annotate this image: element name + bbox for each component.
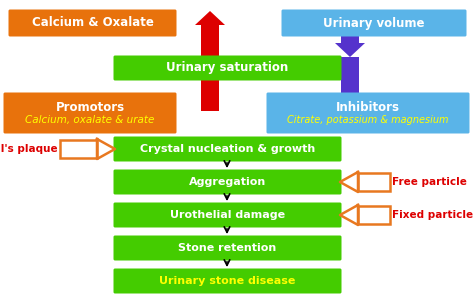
- Polygon shape: [195, 57, 225, 71]
- Polygon shape: [335, 97, 365, 111]
- FancyBboxPatch shape: [113, 137, 341, 162]
- Bar: [341, 57, 359, 97]
- FancyBboxPatch shape: [3, 92, 176, 133]
- Text: Free particle: Free particle: [392, 177, 467, 187]
- Bar: [201, 25, 219, 57]
- Text: Aggregation: Aggregation: [189, 177, 266, 187]
- Bar: [358, 206, 390, 224]
- Polygon shape: [195, 11, 225, 25]
- Text: Stone retention: Stone retention: [178, 243, 277, 253]
- FancyBboxPatch shape: [113, 170, 341, 195]
- Text: Inhibitors: Inhibitors: [336, 101, 400, 114]
- Polygon shape: [335, 43, 365, 57]
- FancyBboxPatch shape: [266, 92, 470, 133]
- FancyBboxPatch shape: [113, 268, 341, 293]
- FancyBboxPatch shape: [282, 10, 466, 37]
- Text: Calcium & Oxalate: Calcium & Oxalate: [32, 17, 154, 29]
- Text: Randall's plaque: Randall's plaque: [0, 144, 58, 154]
- Bar: [358, 173, 390, 191]
- FancyBboxPatch shape: [113, 56, 341, 80]
- Text: Calcium, oxalate & urate: Calcium, oxalate & urate: [25, 115, 155, 125]
- FancyBboxPatch shape: [113, 236, 341, 260]
- Text: Urinary stone disease: Urinary stone disease: [159, 276, 296, 286]
- Text: Fixed particle: Fixed particle: [392, 210, 473, 220]
- Text: Urinary volume: Urinary volume: [323, 17, 425, 29]
- FancyBboxPatch shape: [9, 10, 176, 37]
- Text: Crystal nucleation & growth: Crystal nucleation & growth: [140, 144, 315, 154]
- Text: Promotors: Promotors: [55, 101, 125, 114]
- Bar: [201, 71, 219, 111]
- Text: Urothelial damage: Urothelial damage: [170, 210, 285, 220]
- Text: Citrate, potassium & magnesium: Citrate, potassium & magnesium: [287, 115, 449, 125]
- Bar: [60, 140, 97, 158]
- FancyBboxPatch shape: [113, 203, 341, 228]
- Text: Urinary saturation: Urinary saturation: [166, 61, 289, 75]
- Bar: [341, 11, 359, 43]
